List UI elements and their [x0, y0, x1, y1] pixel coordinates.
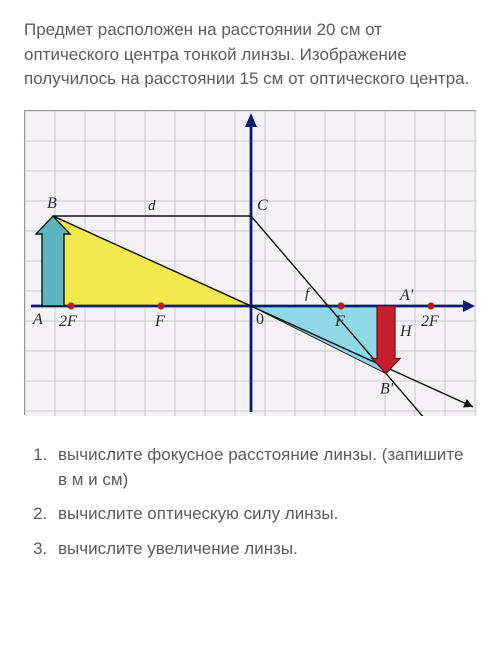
lens-diagram: ABC0F2FF2FA'HB'df — [24, 110, 476, 415]
svg-text:B: B — [47, 195, 57, 212]
svg-text:2F: 2F — [421, 313, 439, 330]
lens-diagram-svg: ABC0F2FF2FA'HB'df — [25, 111, 477, 416]
svg-text:F: F — [154, 313, 165, 330]
svg-text:H: H — [399, 323, 413, 340]
svg-text:0: 0 — [256, 311, 264, 328]
svg-text:B': B' — [380, 380, 394, 397]
svg-text:2F: 2F — [59, 313, 77, 330]
svg-text:A': A' — [399, 287, 414, 304]
svg-text:d: d — [148, 198, 156, 214]
svg-text:C: C — [257, 197, 268, 214]
question-item: вычислите фокусное расстояние линзы. (за… — [52, 443, 476, 492]
question-item: вычислите увеличение линзы. — [52, 537, 476, 562]
svg-text:F: F — [334, 313, 345, 330]
question-list: вычислите фокусное расстояние линзы. (за… — [24, 443, 476, 562]
question-item: вычислите оптическую силу линзы. — [52, 502, 476, 527]
svg-text:A: A — [32, 311, 43, 328]
problem-statement: Предмет расположен на расстоянии 20 см о… — [24, 18, 476, 92]
